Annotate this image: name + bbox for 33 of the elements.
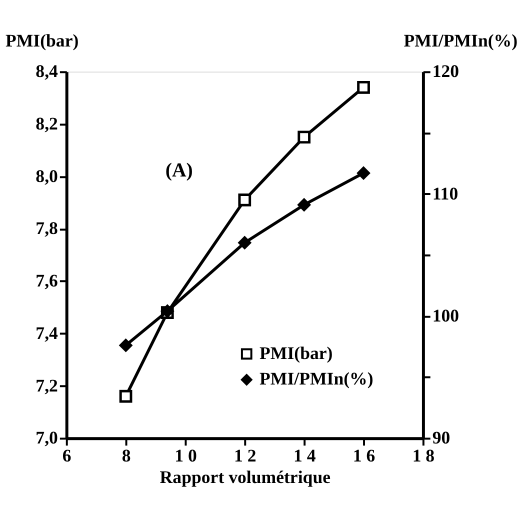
y2-tick-label: 90	[432, 428, 450, 448]
x-tick-label: 1 2	[234, 445, 256, 466]
y2-tick-label: 110	[432, 183, 458, 204]
y-axis-title: PMI(bar)	[5, 30, 79, 50]
x-tick-label: 1 4	[293, 445, 316, 466]
point	[238, 236, 252, 250]
point	[298, 130, 311, 144]
x-tick-label: 1 6	[352, 445, 376, 466]
x-axis-title: Rapport volumétrique	[160, 467, 331, 488]
y-tick-label: 7,2	[36, 375, 58, 396]
x-tick-label: 8	[122, 445, 131, 466]
y-tick-label: 7,6	[36, 270, 58, 291]
y-tick-label: 7,0	[36, 428, 58, 448]
y2-tick-label: 100	[432, 305, 460, 326]
y-tick-label: 8,2	[36, 113, 58, 134]
y-tick-label: 7,4	[36, 322, 58, 343]
x-tick-label: 1 8	[412, 445, 435, 466]
annotation: (A)	[165, 160, 193, 182]
x-tick-label: 1 0	[174, 445, 197, 466]
point	[298, 198, 311, 212]
point	[119, 390, 132, 403]
y-tick-label: 8,4	[36, 61, 58, 82]
point	[119, 338, 132, 352]
legend-label: PMI(bar)	[260, 342, 333, 363]
legend-label: PMI/PMIn(%)	[260, 368, 374, 389]
y-tick-label: 7,8	[36, 218, 58, 238]
y2-axis-title: PMI/PMIn(%)	[404, 30, 518, 50]
y-tick-label: 8,0	[36, 166, 58, 186]
point	[238, 194, 252, 206]
point	[357, 166, 370, 180]
x-tick-label: 6	[62, 445, 72, 466]
y2-tick-label: 120	[432, 61, 460, 82]
point	[357, 80, 370, 94]
